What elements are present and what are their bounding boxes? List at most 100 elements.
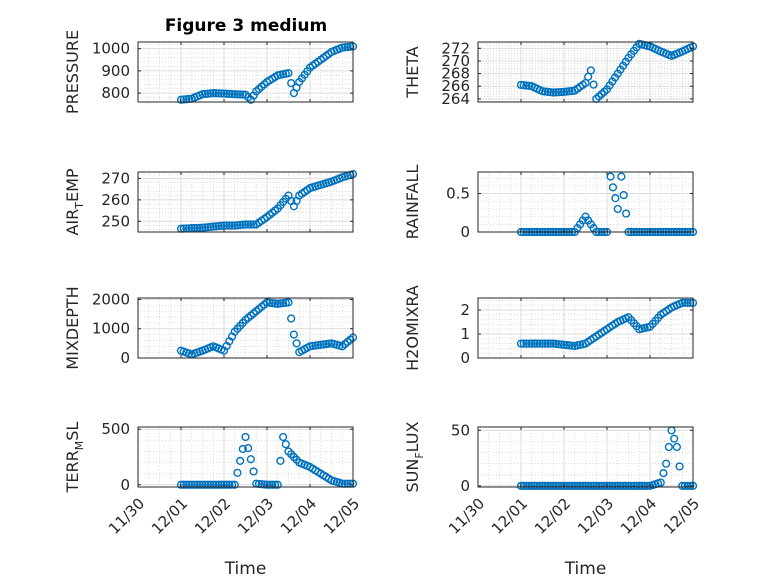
data-point <box>211 89 221 98</box>
data-point <box>187 480 196 489</box>
data-point <box>562 481 571 490</box>
data-point <box>549 481 558 490</box>
y-tick-label: 0 <box>460 477 470 495</box>
data-point <box>586 66 595 75</box>
data-point <box>670 434 679 443</box>
data-point <box>190 223 199 233</box>
data-point <box>338 43 347 52</box>
data-point <box>622 209 631 218</box>
data-point <box>284 298 293 307</box>
data-point <box>656 478 665 487</box>
data-point <box>236 456 245 465</box>
data-point <box>236 220 245 230</box>
data-point <box>214 480 223 489</box>
data-point <box>203 223 212 232</box>
data-point <box>184 480 194 489</box>
data-point <box>211 222 221 231</box>
data-point <box>559 481 569 490</box>
data-point <box>219 221 229 230</box>
data-point <box>589 481 598 490</box>
y-tick-label: 270 <box>101 169 130 187</box>
y-tick-label: 2000 <box>92 290 130 308</box>
data-point <box>227 221 237 230</box>
axes-box <box>477 426 694 488</box>
data-point <box>562 341 571 350</box>
data-point <box>273 480 282 489</box>
data-point <box>549 339 558 348</box>
y-tick-label: 0 <box>120 476 130 494</box>
data-point <box>238 220 247 229</box>
data-point <box>287 314 296 323</box>
y-axis-label: H2OMIXRA <box>403 285 422 371</box>
data-point <box>246 220 255 229</box>
data-point <box>610 481 620 490</box>
data-point <box>230 480 239 489</box>
y-axis-label-main: SUN <box>403 459 422 493</box>
data-point <box>179 95 188 104</box>
data-point <box>602 481 612 490</box>
data-point <box>538 339 547 348</box>
data-point <box>621 481 630 490</box>
data-point <box>519 481 528 490</box>
data-point <box>193 480 202 489</box>
data-point <box>530 339 539 348</box>
data-point <box>217 221 226 230</box>
data-point <box>246 455 255 464</box>
data-point <box>578 481 587 490</box>
data-point <box>281 440 290 449</box>
y-axis-label-rest: EMP <box>63 168 82 202</box>
data-point <box>549 88 558 97</box>
data-point <box>565 341 574 350</box>
y-axis-label-main: TERR <box>63 450 82 493</box>
y-tick-label: 268 <box>441 65 470 83</box>
data-point <box>637 481 647 490</box>
data-point <box>244 220 253 229</box>
data-point <box>624 481 633 490</box>
data-point <box>206 89 215 98</box>
marker-group <box>516 39 698 103</box>
axes-box <box>477 41 694 103</box>
data-point <box>182 480 191 489</box>
y-tick-label: 250 <box>101 212 130 230</box>
subplot-1: 800 900 1000 PRESSURE <box>63 30 358 114</box>
data-point <box>551 88 561 97</box>
data-point <box>557 481 566 490</box>
data-point <box>541 339 550 348</box>
y-axis-label: PRESSURE <box>63 30 82 114</box>
data-point <box>680 298 690 307</box>
data-point <box>201 480 210 489</box>
data-point <box>535 481 544 490</box>
data-point <box>225 480 234 489</box>
data-point <box>198 90 207 99</box>
data-point <box>627 481 636 490</box>
data-point <box>289 330 298 339</box>
data-point <box>613 481 622 490</box>
y-tick-label: 0 <box>460 223 470 241</box>
y-tick-label: 266 <box>441 77 470 95</box>
data-point <box>592 481 601 490</box>
data-point <box>206 222 215 232</box>
data-point <box>222 89 231 98</box>
data-point <box>227 480 237 489</box>
data-point <box>632 481 641 490</box>
data-point <box>543 339 552 348</box>
y-tick-label: 260 <box>101 191 130 209</box>
x-axis-label: Time <box>224 559 267 579</box>
data-point <box>222 221 231 230</box>
data-point <box>600 481 609 490</box>
data-point <box>557 87 566 97</box>
data-point <box>233 221 242 230</box>
data-point <box>675 462 684 471</box>
figure-title: Figure 3 medium <box>165 16 327 36</box>
data-point <box>659 469 668 478</box>
data-point <box>554 88 563 97</box>
subplot-3: 250 260 270 AIRTEMP <box>63 168 358 236</box>
data-point <box>557 340 566 349</box>
data-point <box>346 42 355 51</box>
data-point <box>608 183 618 192</box>
data-point <box>179 480 188 489</box>
data-point <box>238 444 247 454</box>
y-axis-label: RAINFALL <box>403 165 422 240</box>
data-point <box>203 89 212 98</box>
